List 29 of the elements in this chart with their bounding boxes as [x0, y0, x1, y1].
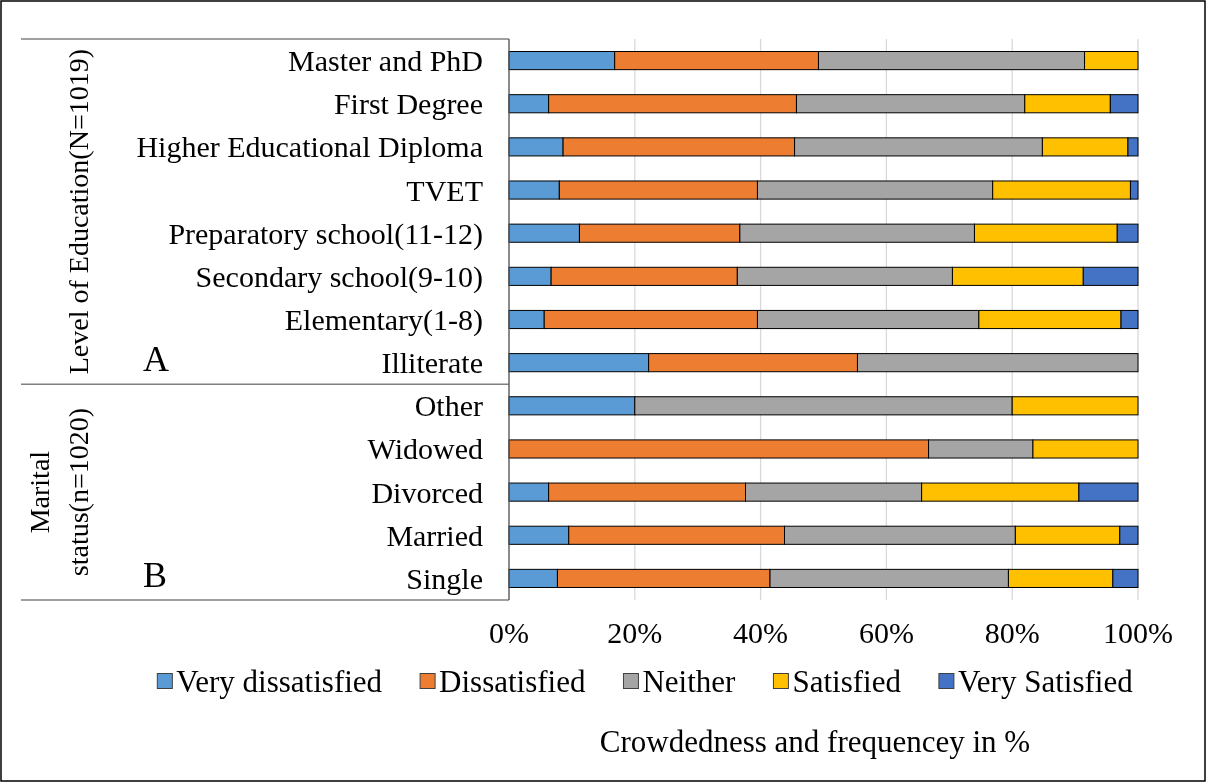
legend-label: Satisfied: [792, 663, 902, 699]
x-tick-label: 60%: [858, 616, 914, 649]
x-tick-label: 100%: [1103, 616, 1173, 649]
y-tick-label: TVET: [406, 173, 483, 207]
x-axis-title: Crowdedness and frequencey in %: [599, 724, 1031, 759]
y-tick-label: Illiterate: [381, 346, 483, 380]
y-tick-label: Secondary school(9-10): [195, 259, 483, 294]
legend-label: Dissatisfied: [439, 663, 586, 699]
x-tick-label: 0%: [489, 616, 529, 649]
y-tick-label: Married: [386, 518, 483, 552]
y-tick-label: Single: [406, 561, 483, 595]
text: A: [143, 339, 169, 380]
text: Level of Education(N=1019): [63, 48, 94, 375]
legend-label: Very Satisfied: [957, 663, 1134, 699]
y-tick-label: Divorced: [371, 475, 483, 509]
y-tick-label: Widowed: [367, 432, 483, 466]
y-tick-label: Master and PhD: [288, 44, 483, 78]
legend-label: Very dissatisfied: [176, 663, 383, 699]
y-tick-label: First Degree: [333, 87, 483, 121]
x-tick-label: 80%: [984, 616, 1040, 649]
text: Marital status(n=1020): [24, 408, 94, 577]
y-tick-label: Elementary(1-8): [284, 303, 483, 337]
y-tick-label: Preparatory school(11-12): [168, 216, 483, 251]
x-tick-label: 40%: [733, 616, 789, 649]
text: B: [143, 555, 168, 595]
y-tick-label: Higher Educational Diploma: [136, 130, 483, 164]
y-tick-label: Other: [414, 389, 483, 423]
legend-label: Neither: [642, 663, 737, 699]
x-tick-label: 20%: [607, 616, 663, 649]
